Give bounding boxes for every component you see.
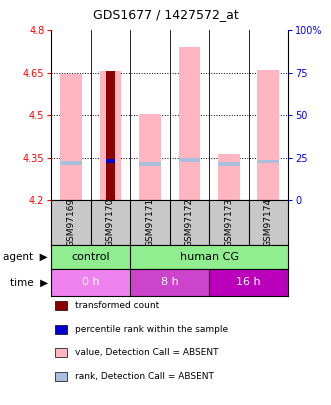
Text: GSM97173: GSM97173 [224,198,233,247]
Text: GSM97170: GSM97170 [106,198,115,247]
Text: GSM97174: GSM97174 [264,198,273,247]
Bar [60,75,82,200]
Bar [100,70,121,200]
Bar [178,158,200,162]
Text: GSM97172: GSM97172 [185,198,194,247]
Text: rank, Detection Call = ABSENT: rank, Detection Call = ABSENT [75,372,214,381]
Bar [258,70,279,200]
Bar [130,269,209,296]
Text: value, Detection Call = ABSENT: value, Detection Call = ABSENT [75,348,219,357]
Bar [178,47,200,200]
Text: time  ▶: time ▶ [10,277,48,288]
Bar [106,70,115,200]
Text: transformed count: transformed count [75,301,160,310]
Text: human CG: human CG [180,252,239,262]
Text: GSM97171: GSM97171 [145,198,155,247]
Text: control: control [71,252,110,262]
Text: percentile rank within the sample: percentile rank within the sample [75,325,229,334]
Text: 8 h: 8 h [161,277,178,288]
Bar [209,269,288,296]
Bar [106,159,115,163]
Bar [218,162,240,166]
Text: GDS1677 / 1427572_at: GDS1677 / 1427572_at [93,8,238,21]
Bar [51,269,130,296]
Text: agent  ▶: agent ▶ [3,252,48,262]
Bar [60,161,82,164]
Bar [258,160,279,163]
Text: 16 h: 16 h [236,277,261,288]
Text: GSM97169: GSM97169 [67,198,75,247]
Bar [139,114,161,200]
Text: 0 h: 0 h [82,277,100,288]
Bar [139,162,161,166]
Bar [218,153,240,200]
